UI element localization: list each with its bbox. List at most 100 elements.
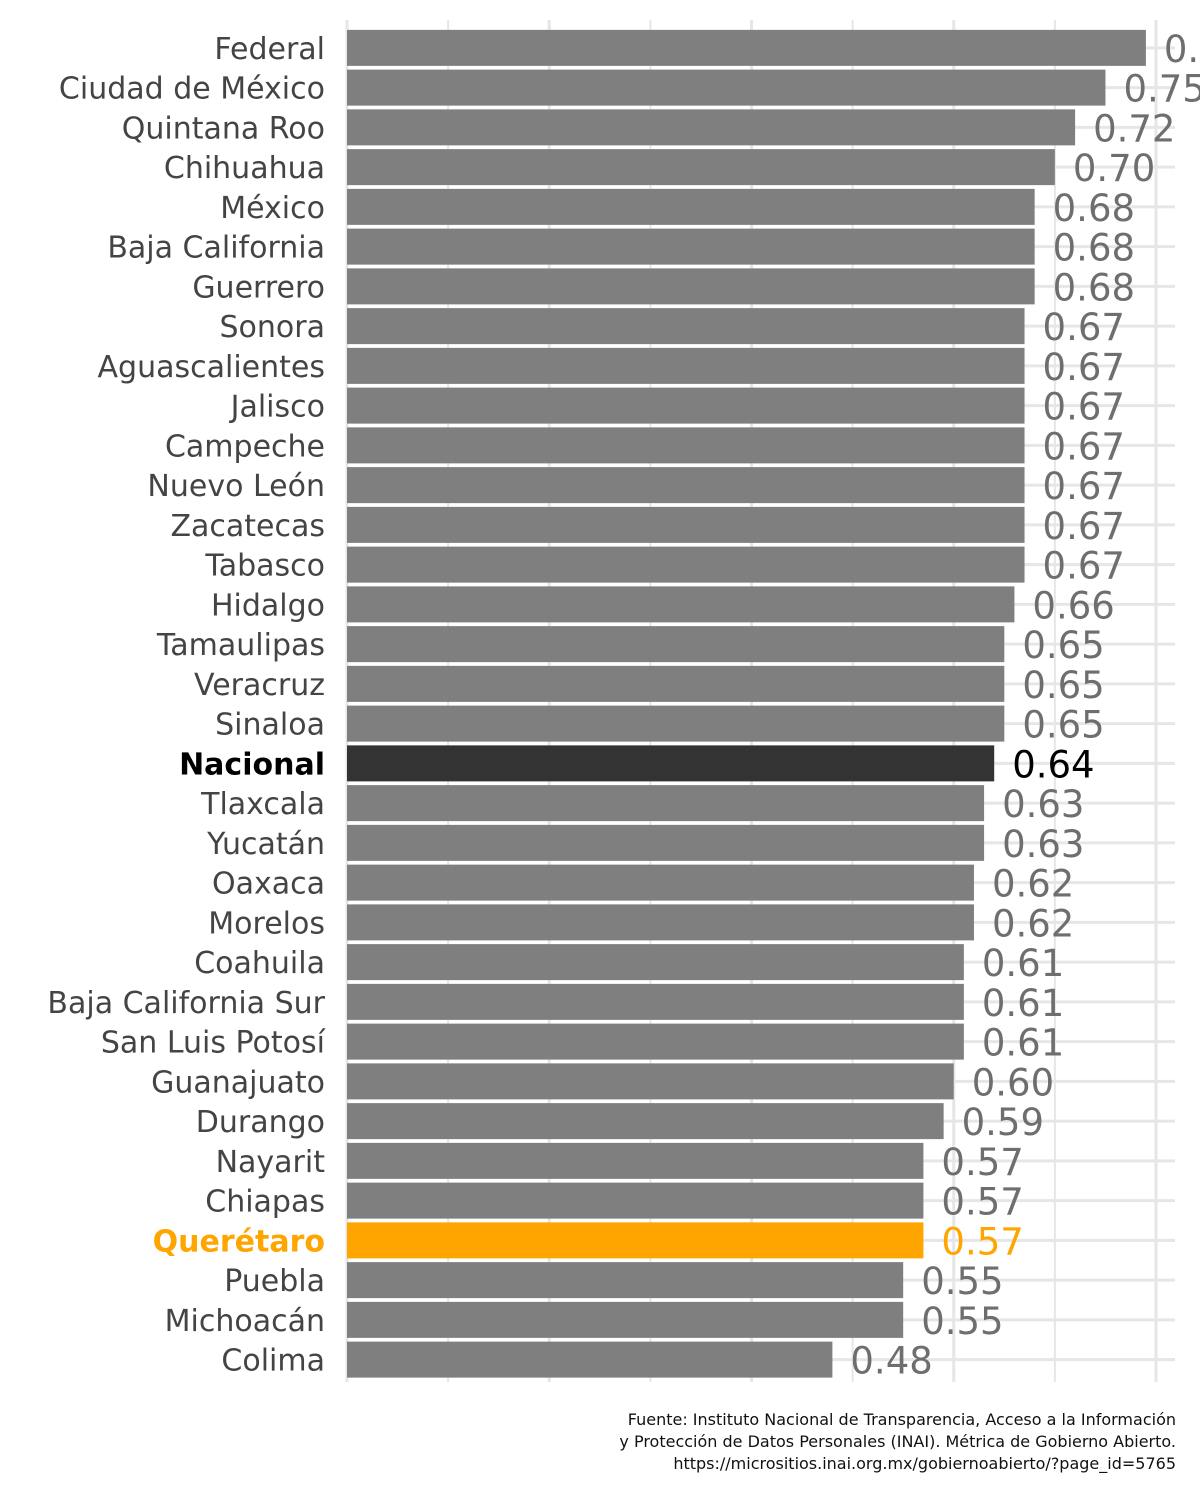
category-label: Yucatán (206, 827, 325, 862)
bar (347, 705, 1005, 742)
bar (347, 824, 985, 861)
value-label: 0.79 (1164, 28, 1200, 71)
bar (347, 506, 1025, 543)
value-label: 0.67 (1043, 306, 1125, 349)
bars (347, 29, 1146, 1378)
value-label: 0.62 (992, 863, 1074, 906)
value-label: 0.65 (1022, 704, 1104, 747)
category-label: Tamaulipas (156, 628, 325, 663)
value-label: 0.61 (982, 982, 1064, 1025)
source-caption: Fuente: Instituto Nacional de Transparen… (276, 1409, 1176, 1475)
category-label: Jalisco (229, 390, 325, 425)
value-label: 0.55 (921, 1260, 1003, 1303)
value-label: 0.67 (1043, 505, 1125, 548)
bar (347, 149, 1055, 186)
bar (347, 1301, 904, 1338)
bar (347, 308, 1025, 345)
bar (347, 904, 974, 941)
bar (347, 626, 1005, 663)
category-label: Zacatecas (170, 509, 325, 544)
bar (347, 228, 1035, 265)
bar (347, 268, 1035, 305)
value-label: 0.72 (1093, 107, 1175, 150)
category-labels: Federal Ciudad de México Quintana Roo Chihu… (47, 32, 326, 1379)
caption-line-1: Fuente: Instituto Nacional de Transparen… (627, 1410, 1176, 1429)
value-label: 0.67 (1043, 465, 1125, 508)
bar (347, 1222, 924, 1259)
bar (347, 1142, 924, 1179)
value-label: 0.67 (1043, 425, 1125, 468)
category-label: Coahuila (194, 946, 325, 981)
category-label: Baja California (107, 231, 325, 266)
category-label: Michoacán (165, 1304, 325, 1339)
bar-chart: Federal Ciudad de México Quintana Roo Chihu… (47, 20, 1200, 1383)
category-label: Aguascalientes (98, 350, 325, 385)
category-label: Nacional (179, 747, 325, 782)
value-label: 0.64 (1012, 743, 1094, 786)
bar (347, 586, 1015, 623)
category-label: Veracruz (194, 668, 325, 703)
category-label: Tlaxcala (200, 787, 325, 822)
category-label: Nuevo León (147, 469, 325, 504)
category-label: Oaxaca (212, 867, 325, 902)
value-label: 0.65 (1022, 664, 1104, 707)
category-label: Quintana Roo (122, 111, 325, 146)
value-label: 0.68 (1053, 187, 1135, 230)
category-label: Colima (221, 1344, 325, 1379)
bar (347, 467, 1025, 504)
category-label: Guerrero (192, 270, 325, 305)
bar (347, 1182, 924, 1219)
value-label: 0.62 (992, 902, 1074, 945)
bar (347, 427, 1025, 464)
bar (347, 745, 995, 782)
category-label: Sinaloa (215, 708, 325, 743)
value-label: 0.75 (1123, 68, 1200, 111)
category-label: Ciudad de México (59, 72, 325, 107)
value-label: 0.68 (1053, 227, 1135, 270)
category-label: Chihuahua (164, 151, 325, 186)
caption-line-2: y Protección de Datos Personales (INAI).… (619, 1432, 1176, 1451)
bar (347, 109, 1076, 146)
bar (347, 188, 1035, 225)
bar (347, 944, 964, 981)
category-label: San Luis Potosí (101, 1026, 327, 1061)
category-label: Baja California Sur (47, 986, 325, 1021)
value-label: 0.61 (982, 942, 1064, 985)
value-label: 0.57 (941, 1220, 1023, 1263)
bar (347, 347, 1025, 384)
category-label: Nayarit (216, 1145, 326, 1180)
value-label: 0.48 (850, 1340, 932, 1383)
value-label: 0.70 (1073, 147, 1155, 190)
bar (347, 546, 1025, 583)
bar (347, 1103, 944, 1140)
category-label: Querétaro (153, 1224, 325, 1259)
category-label: Morelos (208, 906, 325, 941)
bar (347, 1341, 833, 1378)
bar (347, 1262, 904, 1299)
value-label: 0.60 (972, 1061, 1054, 1104)
value-label: 0.61 (982, 1022, 1064, 1065)
category-label: México (220, 191, 325, 226)
value-label: 0.68 (1053, 266, 1135, 309)
bar (347, 983, 964, 1020)
value-label: 0.57 (941, 1141, 1023, 1184)
category-label: Campeche (165, 429, 325, 464)
category-label: Chiapas (205, 1185, 325, 1220)
bar (347, 1023, 964, 1060)
category-label: Puebla (224, 1264, 325, 1299)
bar (347, 785, 985, 822)
caption-line-3: https://micrositios.inai.org.mx/gobierno… (673, 1454, 1176, 1473)
bar (347, 387, 1025, 424)
value-labels: 0.790.750.720.700.680.680.680.670.670.67… (850, 28, 1200, 1383)
value-label: 0.63 (1002, 783, 1084, 826)
value-label: 0.65 (1022, 624, 1104, 667)
value-label: 0.67 (1043, 545, 1125, 588)
value-label: 0.63 (1002, 823, 1084, 866)
value-label: 0.59 (962, 1101, 1044, 1144)
category-label: Federal (214, 32, 325, 67)
bar (347, 1063, 954, 1100)
category-label: Durango (196, 1105, 325, 1140)
value-label: 0.67 (1043, 386, 1125, 429)
value-label: 0.66 (1032, 584, 1114, 627)
bar (347, 29, 1146, 66)
